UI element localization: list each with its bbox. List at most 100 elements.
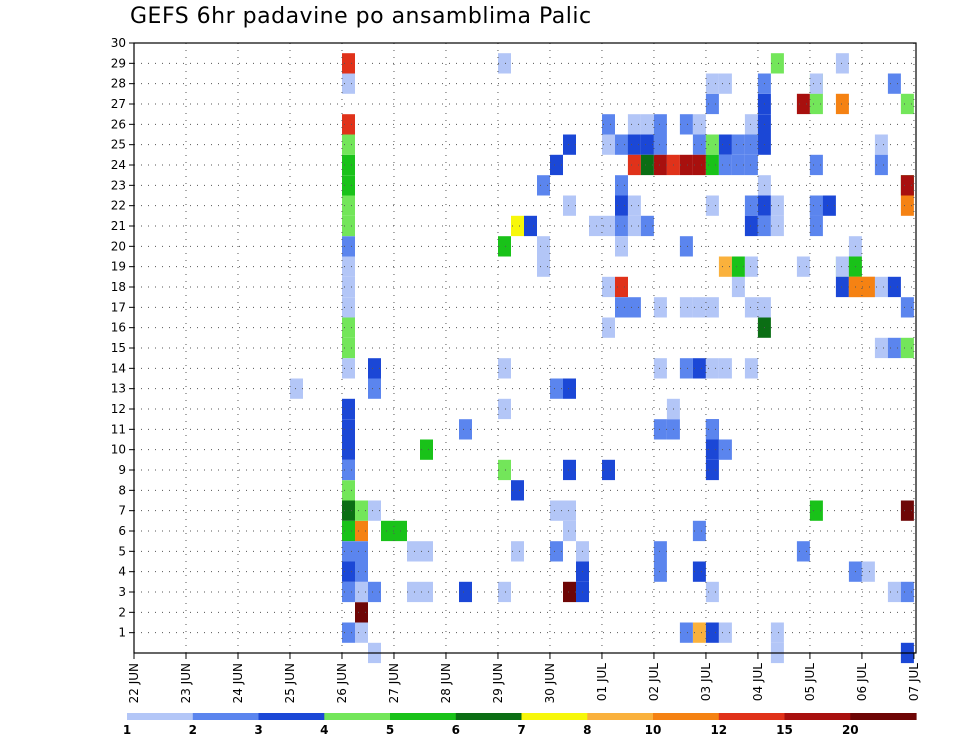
heatmap-cell	[653, 561, 667, 582]
heatmap-cell	[342, 541, 355, 562]
y-tick-label: 11	[111, 422, 126, 436]
colorbar-label: 20	[842, 723, 859, 737]
heatmap-cell	[563, 520, 576, 542]
heatmap-cell	[342, 53, 355, 74]
y-tick-label: 23	[111, 178, 126, 192]
heatmap-cell	[887, 581, 901, 603]
x-tick-label: 03 JUL	[699, 663, 713, 701]
heatmap-cell	[653, 358, 667, 379]
heatmap-cell	[770, 622, 784, 643]
heatmap-cell	[615, 276, 628, 298]
y-tick-label: 13	[111, 382, 126, 396]
colorbar-swatch	[850, 713, 917, 720]
heatmap-cell	[809, 93, 823, 115]
colorbar-label: 6	[452, 723, 460, 737]
heatmap-cell	[718, 358, 732, 379]
x-tick-label: 02 JUL	[647, 663, 661, 701]
heatmap-cell	[368, 378, 381, 399]
y-tick-label: 15	[111, 341, 126, 355]
heatmap-cell	[342, 419, 355, 440]
colorbar-swatch	[324, 713, 391, 720]
heatmap-cell	[692, 297, 706, 318]
heatmap-cell	[640, 154, 654, 176]
heatmap-cell	[602, 134, 615, 155]
heatmap-cell	[355, 500, 368, 521]
heatmap-cell	[407, 541, 420, 562]
heatmap-cell	[342, 480, 355, 501]
y-tick-label: 18	[111, 280, 126, 294]
heatmap-cell	[407, 581, 420, 603]
plot-frame	[133, 42, 917, 654]
heatmap-cell	[342, 73, 355, 94]
heatmap-cell	[342, 500, 355, 521]
x-tick-label: 26 JUN	[335, 663, 349, 703]
heatmap-cell	[290, 378, 303, 399]
colorbar-label: 4	[320, 723, 328, 737]
heatmap-cell	[705, 297, 719, 318]
heatmap-cell	[744, 154, 758, 176]
heatmap-cell	[705, 358, 719, 379]
heatmap-cell	[705, 154, 719, 176]
heatmap-cell	[368, 500, 381, 521]
heatmap-cell	[640, 215, 654, 237]
heatmap-cell	[744, 358, 758, 379]
heatmap-cell	[498, 358, 511, 379]
heatmap-cell	[550, 154, 563, 176]
colorbar-label: 15	[776, 723, 793, 737]
heatmap-cell	[511, 480, 524, 501]
heatmap-cell	[718, 622, 732, 643]
heatmap-cell	[498, 53, 511, 74]
colorbar-label: 1	[123, 723, 131, 737]
heatmap-cell	[459, 581, 472, 603]
heatmap-cell	[705, 134, 719, 155]
heatmap-cell	[342, 114, 355, 135]
heatmap-cell	[627, 215, 641, 237]
x-tick-label: 01 JUL	[595, 663, 609, 701]
colorbar-swatch	[258, 713, 325, 720]
heatmap-cell	[589, 215, 602, 237]
heatmap-cell	[692, 114, 706, 135]
heatmap-cell	[770, 53, 784, 74]
x-tick-label: 05 JUL	[803, 663, 817, 701]
heatmap-cell	[420, 439, 433, 460]
heatmap-cell	[653, 114, 667, 135]
heatmap-cell	[744, 114, 758, 135]
heatmap-cell	[692, 134, 706, 155]
heatmap-cell	[342, 398, 355, 420]
heatmap-cell	[887, 276, 901, 298]
heatmap-cell	[615, 134, 628, 155]
heatmap-cell	[342, 317, 355, 338]
colorbar-swatch	[521, 713, 588, 720]
heatmap-cell	[342, 297, 355, 318]
y-tick-label: 5	[118, 544, 126, 558]
heatmap-cell	[342, 134, 355, 155]
heatmap-cell	[615, 175, 628, 196]
heatmap-cell	[627, 114, 641, 135]
heatmap-cell	[653, 541, 667, 562]
heatmap-cell	[498, 236, 511, 257]
heatmap-cell	[653, 134, 667, 155]
heatmap-cell	[537, 236, 550, 257]
x-tick-label: 25 JUN	[283, 663, 297, 703]
heatmap-cell	[744, 134, 758, 155]
heatmap-cell	[550, 500, 563, 521]
heatmap-cell	[705, 73, 719, 94]
heatmap-cell	[498, 581, 511, 603]
y-tick-label: 1	[118, 626, 126, 640]
y-tick-label: 6	[118, 524, 126, 538]
heatmap-cell	[627, 195, 641, 216]
heatmap-cell	[705, 459, 719, 481]
heatmap-cell	[420, 541, 433, 562]
x-tick-label: 23 JUN	[179, 663, 193, 703]
heatmap-cell	[692, 561, 706, 582]
x-tick-label: 28 JUN	[439, 663, 453, 703]
heatmap-cell	[874, 134, 888, 155]
x-tick-label: 27 JUN	[387, 663, 401, 703]
y-tick-label: 7	[118, 504, 126, 518]
colorbar-label: 7	[517, 723, 525, 737]
heatmap-cell	[550, 378, 563, 399]
heatmap-cell	[524, 215, 537, 237]
heatmap-cell	[874, 276, 888, 298]
heatmap-cell	[459, 419, 472, 440]
